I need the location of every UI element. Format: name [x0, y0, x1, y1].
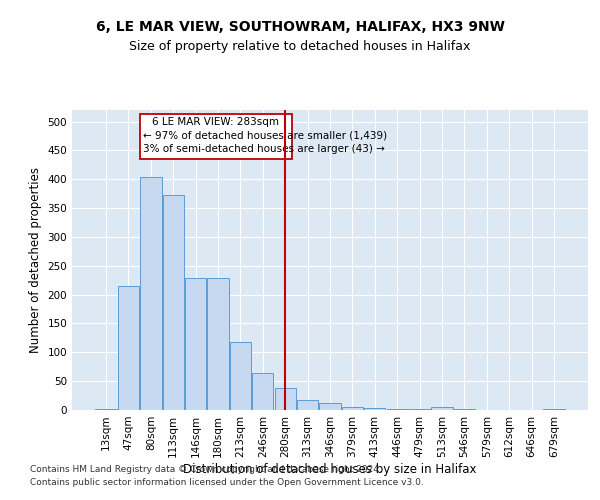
Text: 6 LE MAR VIEW: 283sqm: 6 LE MAR VIEW: 283sqm — [152, 117, 280, 127]
Bar — [95, 409, 117, 410]
Bar — [431, 406, 452, 410]
X-axis label: Distribution of detached houses by size in Halifax: Distribution of detached houses by size … — [183, 462, 477, 475]
Bar — [208, 278, 229, 410]
Bar — [185, 278, 206, 410]
Bar — [364, 408, 385, 410]
Text: Size of property relative to detached houses in Halifax: Size of property relative to detached ho… — [130, 40, 470, 53]
Y-axis label: Number of detached properties: Number of detached properties — [29, 167, 42, 353]
Bar — [252, 372, 274, 410]
Bar — [140, 178, 161, 410]
Bar — [275, 388, 296, 410]
Bar — [342, 406, 363, 410]
Text: 6, LE MAR VIEW, SOUTHOWRAM, HALIFAX, HX3 9NW: 6, LE MAR VIEW, SOUTHOWRAM, HALIFAX, HX3… — [95, 20, 505, 34]
Text: Contains HM Land Registry data © Crown copyright and database right 2024.: Contains HM Land Registry data © Crown c… — [30, 466, 382, 474]
Text: Contains public sector information licensed under the Open Government Licence v3: Contains public sector information licen… — [30, 478, 424, 487]
Bar — [163, 196, 184, 410]
Bar — [230, 342, 251, 410]
Bar — [118, 286, 139, 410]
Text: ← 97% of detached houses are smaller (1,439): ← 97% of detached houses are smaller (1,… — [143, 131, 387, 141]
FancyBboxPatch shape — [140, 114, 292, 159]
Bar — [297, 400, 318, 410]
Text: 3% of semi-detached houses are larger (43) →: 3% of semi-detached houses are larger (4… — [143, 144, 385, 154]
Bar — [319, 403, 341, 410]
